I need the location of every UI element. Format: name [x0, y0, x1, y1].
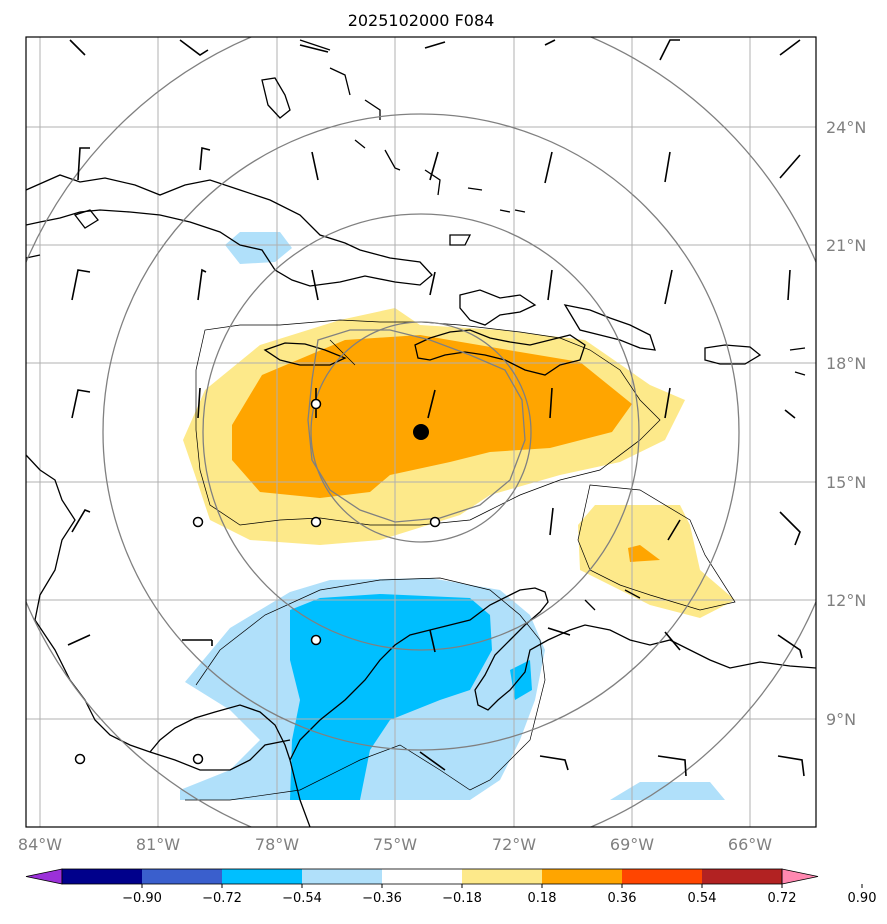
colorbar-extend-high	[781, 868, 819, 885]
longitude-labels: 84°W 81°W 78°W 75°W 72°W 69°W 66°W	[18, 835, 772, 854]
lat-label-24n: 24°N	[826, 118, 866, 137]
range-ring-2	[202, 213, 640, 651]
colorbar-cell	[222, 869, 303, 884]
station-marker	[192, 516, 204, 528]
wind-barbs	[67, 39, 805, 777]
lon-label-78w: 78°W	[255, 835, 299, 854]
lat-label-9n: 9°N	[826, 710, 856, 729]
lon-label-84w: 84°W	[18, 835, 62, 854]
station-marker	[310, 398, 322, 410]
colorbar-tick-label: 0.54	[688, 891, 717, 906]
negative-anomaly-region	[180, 232, 725, 800]
colorbar-cell	[622, 869, 703, 884]
range-ring-3	[102, 113, 740, 751]
light-blue-anomaly-southeast	[610, 782, 725, 800]
lon-label-72w: 72°W	[492, 835, 536, 854]
station-marker	[192, 753, 204, 765]
inner-track-circle	[307, 329, 526, 523]
map-title: 2025102000 F084	[348, 11, 495, 30]
map-panel	[26, 37, 816, 827]
gridlines	[26, 37, 816, 827]
colorbar-frame	[61, 868, 783, 885]
hispaniola-north	[459, 289, 537, 326]
hispaniola-coast	[414, 329, 586, 376]
bahamas-islands	[261, 39, 526, 246]
lon-label-66w: 66°W	[728, 835, 772, 854]
colorbar-tick-label: 0.36	[608, 891, 637, 906]
south-america-coast	[289, 587, 816, 761]
latitude-labels: 9°N 12°N 15°N 18°N 21°N 24°N	[826, 118, 866, 729]
colorbar-tick-label: 0.72	[768, 891, 797, 906]
isle-of-youth	[73, 209, 99, 229]
positive-anomaly-region	[183, 308, 735, 618]
cuba-coast	[26, 174, 433, 287]
range-rings	[26, 37, 816, 827]
colorbar-cell	[62, 869, 143, 884]
colorbar-cell	[542, 869, 623, 884]
station-marker	[310, 634, 322, 646]
lon-label-75w: 75°W	[373, 835, 417, 854]
colorbar-tick-label: −0.18	[442, 891, 482, 906]
light-blue-anomaly-north	[225, 232, 292, 264]
map-frame	[25, 36, 817, 828]
colorbar-tick-label: −0.54	[282, 891, 322, 906]
jamaica-coast	[263, 342, 347, 366]
colorbar-cell	[462, 869, 543, 884]
lesser-antilles	[584, 347, 806, 611]
colorbar-cell	[142, 869, 223, 884]
lat-label-15n: 15°N	[826, 473, 866, 492]
lat-label-12n: 12°N	[826, 591, 866, 610]
colorbar-tick-label: −0.90	[122, 891, 162, 906]
cyan-anomaly-east	[510, 660, 532, 700]
orange-anomaly-core	[232, 335, 632, 498]
lon-label-81w: 81°W	[136, 835, 180, 854]
station-marker	[310, 516, 322, 528]
colorbar-tick-label: 0.90	[848, 891, 877, 906]
lon-label-69w: 69°W	[610, 835, 654, 854]
hispaniola-east	[563, 304, 656, 351]
station-marker	[429, 516, 441, 528]
panama-coast	[149, 704, 311, 827]
colorbar-tick-label: −0.72	[202, 891, 242, 906]
orange-anomaly-east	[628, 545, 660, 562]
yellow-anomaly-east	[578, 505, 735, 618]
colorbar-tick-label: −0.36	[362, 891, 402, 906]
colorbar-extend-low	[25, 868, 63, 885]
lat-label-21n: 21°N	[826, 236, 866, 255]
colorbar: −0.90 −0.72 −0.54 −0.36 −0.18 0.18 0.36 0.54 0.7…	[25, 868, 877, 906]
puerto-rico-coast	[704, 344, 762, 365]
range-ring-1	[310, 321, 532, 543]
colorbar-cell	[382, 869, 463, 884]
lat-label-18n: 18°N	[826, 354, 866, 373]
observation-markers	[74, 398, 441, 765]
cyan-anomaly-south	[290, 594, 492, 800]
station-marker	[74, 753, 86, 765]
colorbar-cell	[702, 869, 783, 884]
storm-center-marker	[413, 424, 429, 440]
colorbar-tick-label: 0.18	[528, 891, 557, 906]
colorbar-cell	[302, 869, 383, 884]
country-borders	[185, 319, 736, 801]
